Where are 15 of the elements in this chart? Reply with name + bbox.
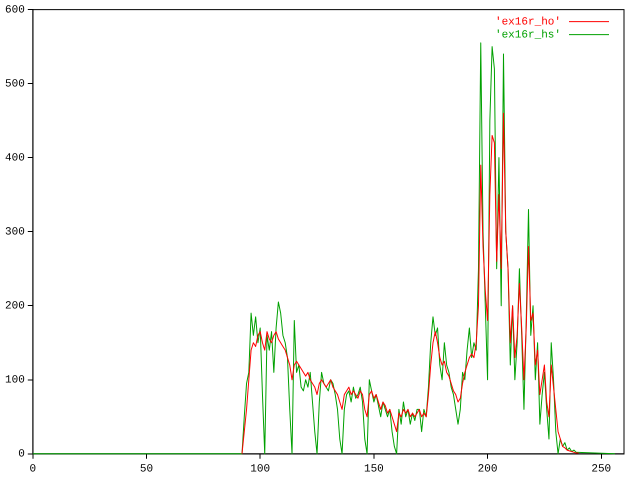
legend-label: 'ex16r_hs' xyxy=(494,30,561,42)
y-tick-label: 600 xyxy=(4,4,25,17)
x-tick-label: 100 xyxy=(250,463,270,476)
y-tick-label: 0 xyxy=(18,448,25,461)
y-tick-label: 100 xyxy=(4,374,25,387)
y-tick-label: 400 xyxy=(4,152,25,165)
x-tick-label: 0 xyxy=(30,463,36,476)
y-tick-label: 300 xyxy=(4,226,25,239)
x-tick-label: 50 xyxy=(140,463,154,476)
y-tick-label: 200 xyxy=(4,300,25,313)
x-tick-label: 250 xyxy=(591,463,612,476)
y-tick-label: 500 xyxy=(4,78,25,91)
x-tick-label: 150 xyxy=(364,463,384,476)
x-tick-label: 200 xyxy=(478,463,498,476)
legend-label: 'ex16r_ho' xyxy=(494,16,561,29)
